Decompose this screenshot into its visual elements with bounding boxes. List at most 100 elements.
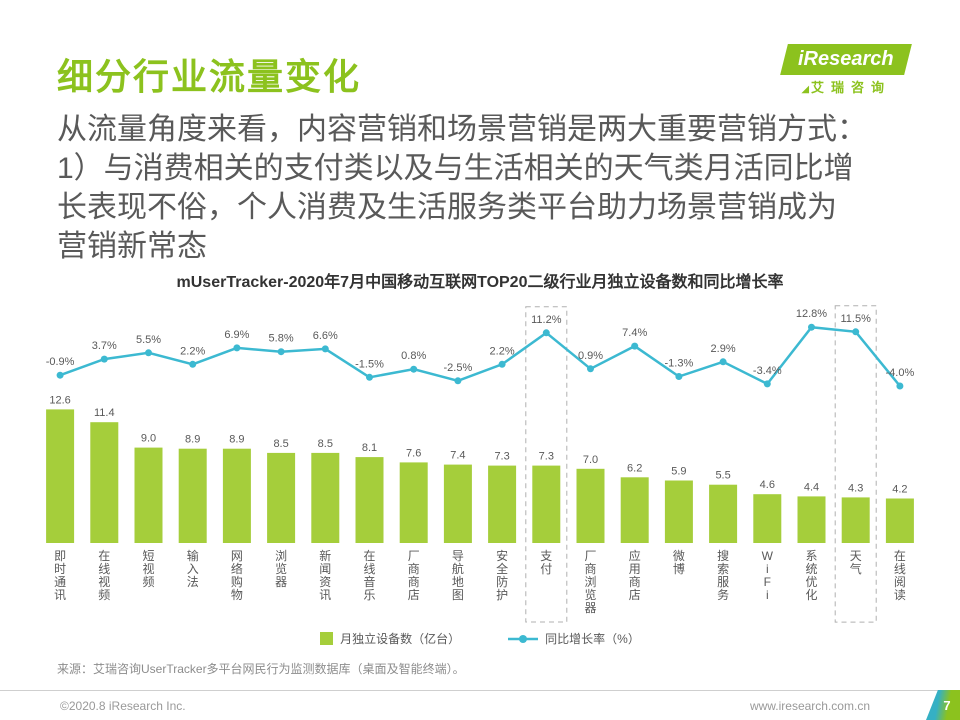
- line-point: [366, 373, 373, 381]
- bar-value-label: 4.2: [892, 484, 907, 496]
- bar: [664, 480, 693, 543]
- line-point: [675, 373, 683, 380]
- line-point: [896, 382, 904, 390]
- highlight-box: [834, 305, 877, 623]
- bar: [46, 409, 75, 543]
- line-point: [189, 360, 197, 368]
- bar: [222, 448, 251, 543]
- bar-legend-swatch: [320, 632, 334, 645]
- bar-legend-label: 月独立设备数（亿台）: [340, 632, 461, 646]
- line-legend-label: 同比增长率（%）: [545, 632, 640, 646]
- category-label: 新闻资讯: [319, 548, 331, 602]
- bar-value-label: 8.1: [362, 442, 377, 454]
- line-point: [100, 355, 108, 363]
- bar: [709, 484, 738, 543]
- bar: [753, 494, 782, 543]
- bar-value-label: 7.3: [494, 451, 509, 463]
- growth-line: [59, 325, 901, 387]
- category-label: 厂商商店: [408, 549, 420, 602]
- logo-dots-icon: ◢: [801, 84, 810, 95]
- line-point: [808, 323, 815, 331]
- line-point: [719, 358, 727, 366]
- combo-chart: 12.6 11.4 9.0 8.9 8.9 8.5 8.5 8.1 7.6 7.4 7.3 7.3 7.…: [46, 305, 915, 623]
- bar: [532, 465, 561, 543]
- bar: [443, 464, 472, 543]
- bar: [90, 422, 119, 543]
- logo-brand-cn: 艾瑞咨询: [811, 80, 892, 95]
- line-value-label: -1.5%: [355, 358, 384, 370]
- footer: ©2020.8 iResearch Inc. www.iresearch.com…: [0, 690, 960, 720]
- category-label: 网络购物: [231, 549, 243, 602]
- bar: [841, 497, 870, 543]
- line-value-label: -1.3%: [665, 358, 694, 370]
- line-value-label: 11.5%: [841, 313, 872, 325]
- line-point: [587, 365, 594, 373]
- line-value-label: 2.9%: [711, 343, 736, 355]
- bar: [311, 452, 340, 543]
- bar-value-label: 8.9: [229, 434, 244, 446]
- category-label: 厂商浏览器: [584, 549, 596, 615]
- line-value-label: 7.4%: [622, 327, 647, 339]
- bar: [620, 477, 649, 543]
- legend-item-line: 同比增长率（%）: [508, 630, 640, 647]
- bar-value-label: 12.6: [49, 394, 70, 406]
- line-point: [277, 348, 285, 356]
- bar-value-label: 6.2: [627, 462, 642, 474]
- bar-value-label: 8.9: [185, 434, 200, 446]
- category-label: 在线音乐: [363, 549, 375, 602]
- line-point: [542, 329, 550, 337]
- bar-value-label: 7.4: [450, 450, 465, 462]
- bar-value-label: 7.3: [539, 451, 554, 463]
- line-value-label: 11.2%: [531, 314, 562, 326]
- bar-value-label: 4.3: [848, 482, 863, 494]
- chart-title: mUserTracker-2020年7月中国移动互联网TOP20二级行业月独立设…: [176, 274, 784, 291]
- bar-value-label: 11.4: [94, 407, 115, 419]
- bar: [488, 465, 517, 543]
- category-label: 天气: [850, 549, 862, 576]
- source-note: 来源：艾瑞咨询UserTracker多平台网民行为监测数据库（桌面及智能终端）。: [57, 662, 465, 676]
- line-point: [631, 342, 639, 350]
- legend-item-bars: 月独立设备数（亿台）: [320, 630, 460, 647]
- line-value-label: 3.7%: [92, 340, 117, 352]
- bar-value-label: 7.0: [583, 454, 598, 466]
- category-label: 支付: [540, 549, 552, 576]
- category-label: 浏览器: [275, 549, 287, 589]
- line-point: [852, 328, 860, 336]
- logo-subtitle: ◢ 艾瑞咨询: [784, 77, 908, 96]
- line-value-label: 2.2%: [180, 345, 205, 357]
- body-paragraph: 从流量角度来看，内容营销和场景营销是两大重要营销方式： 1）与消费相关的支付类以…: [57, 113, 867, 263]
- line-point: [410, 365, 418, 373]
- line-value-label: -2.5%: [444, 362, 473, 374]
- category-label: 在线视频: [98, 549, 110, 602]
- line-value-label: -4.0%: [886, 367, 915, 379]
- category-label: 输入法: [187, 548, 199, 589]
- category-label: 微博: [673, 549, 685, 576]
- line-point: [498, 360, 506, 368]
- bar: [355, 457, 384, 543]
- logo-brand-text: iResearch: [798, 48, 894, 70]
- chart-block: mUserTracker-2020年7月中国移动互联网TOP20二级行业月独立设…: [38, 268, 922, 647]
- line-value-label: -3.4%: [753, 365, 782, 377]
- line-value-label: 0.9%: [578, 350, 603, 362]
- page-number: 7: [943, 697, 951, 713]
- category-label: 系统优化: [805, 549, 817, 602]
- bar: [267, 452, 296, 543]
- bar-value-label: 5.5: [715, 470, 730, 482]
- bar: [399, 462, 428, 543]
- line-value-label: 5.5%: [136, 334, 161, 346]
- line-value-label: -0.9%: [46, 356, 75, 368]
- category-label: 短视频: [142, 549, 154, 589]
- line-point: [454, 377, 462, 385]
- line-point: [56, 371, 64, 379]
- category-label: 搜索服务: [717, 548, 729, 602]
- line-value-label: 6.9%: [224, 329, 249, 341]
- line-point: [321, 345, 329, 353]
- bar-value-label: 5.9: [671, 466, 686, 478]
- page-title: 细分行业流量变化: [57, 56, 362, 97]
- category-label: 应用商店: [629, 548, 641, 602]
- bar-value-label: 7.6: [406, 447, 421, 459]
- category-label: 安全防护: [496, 548, 508, 602]
- line-value-label: 5.8%: [269, 333, 294, 345]
